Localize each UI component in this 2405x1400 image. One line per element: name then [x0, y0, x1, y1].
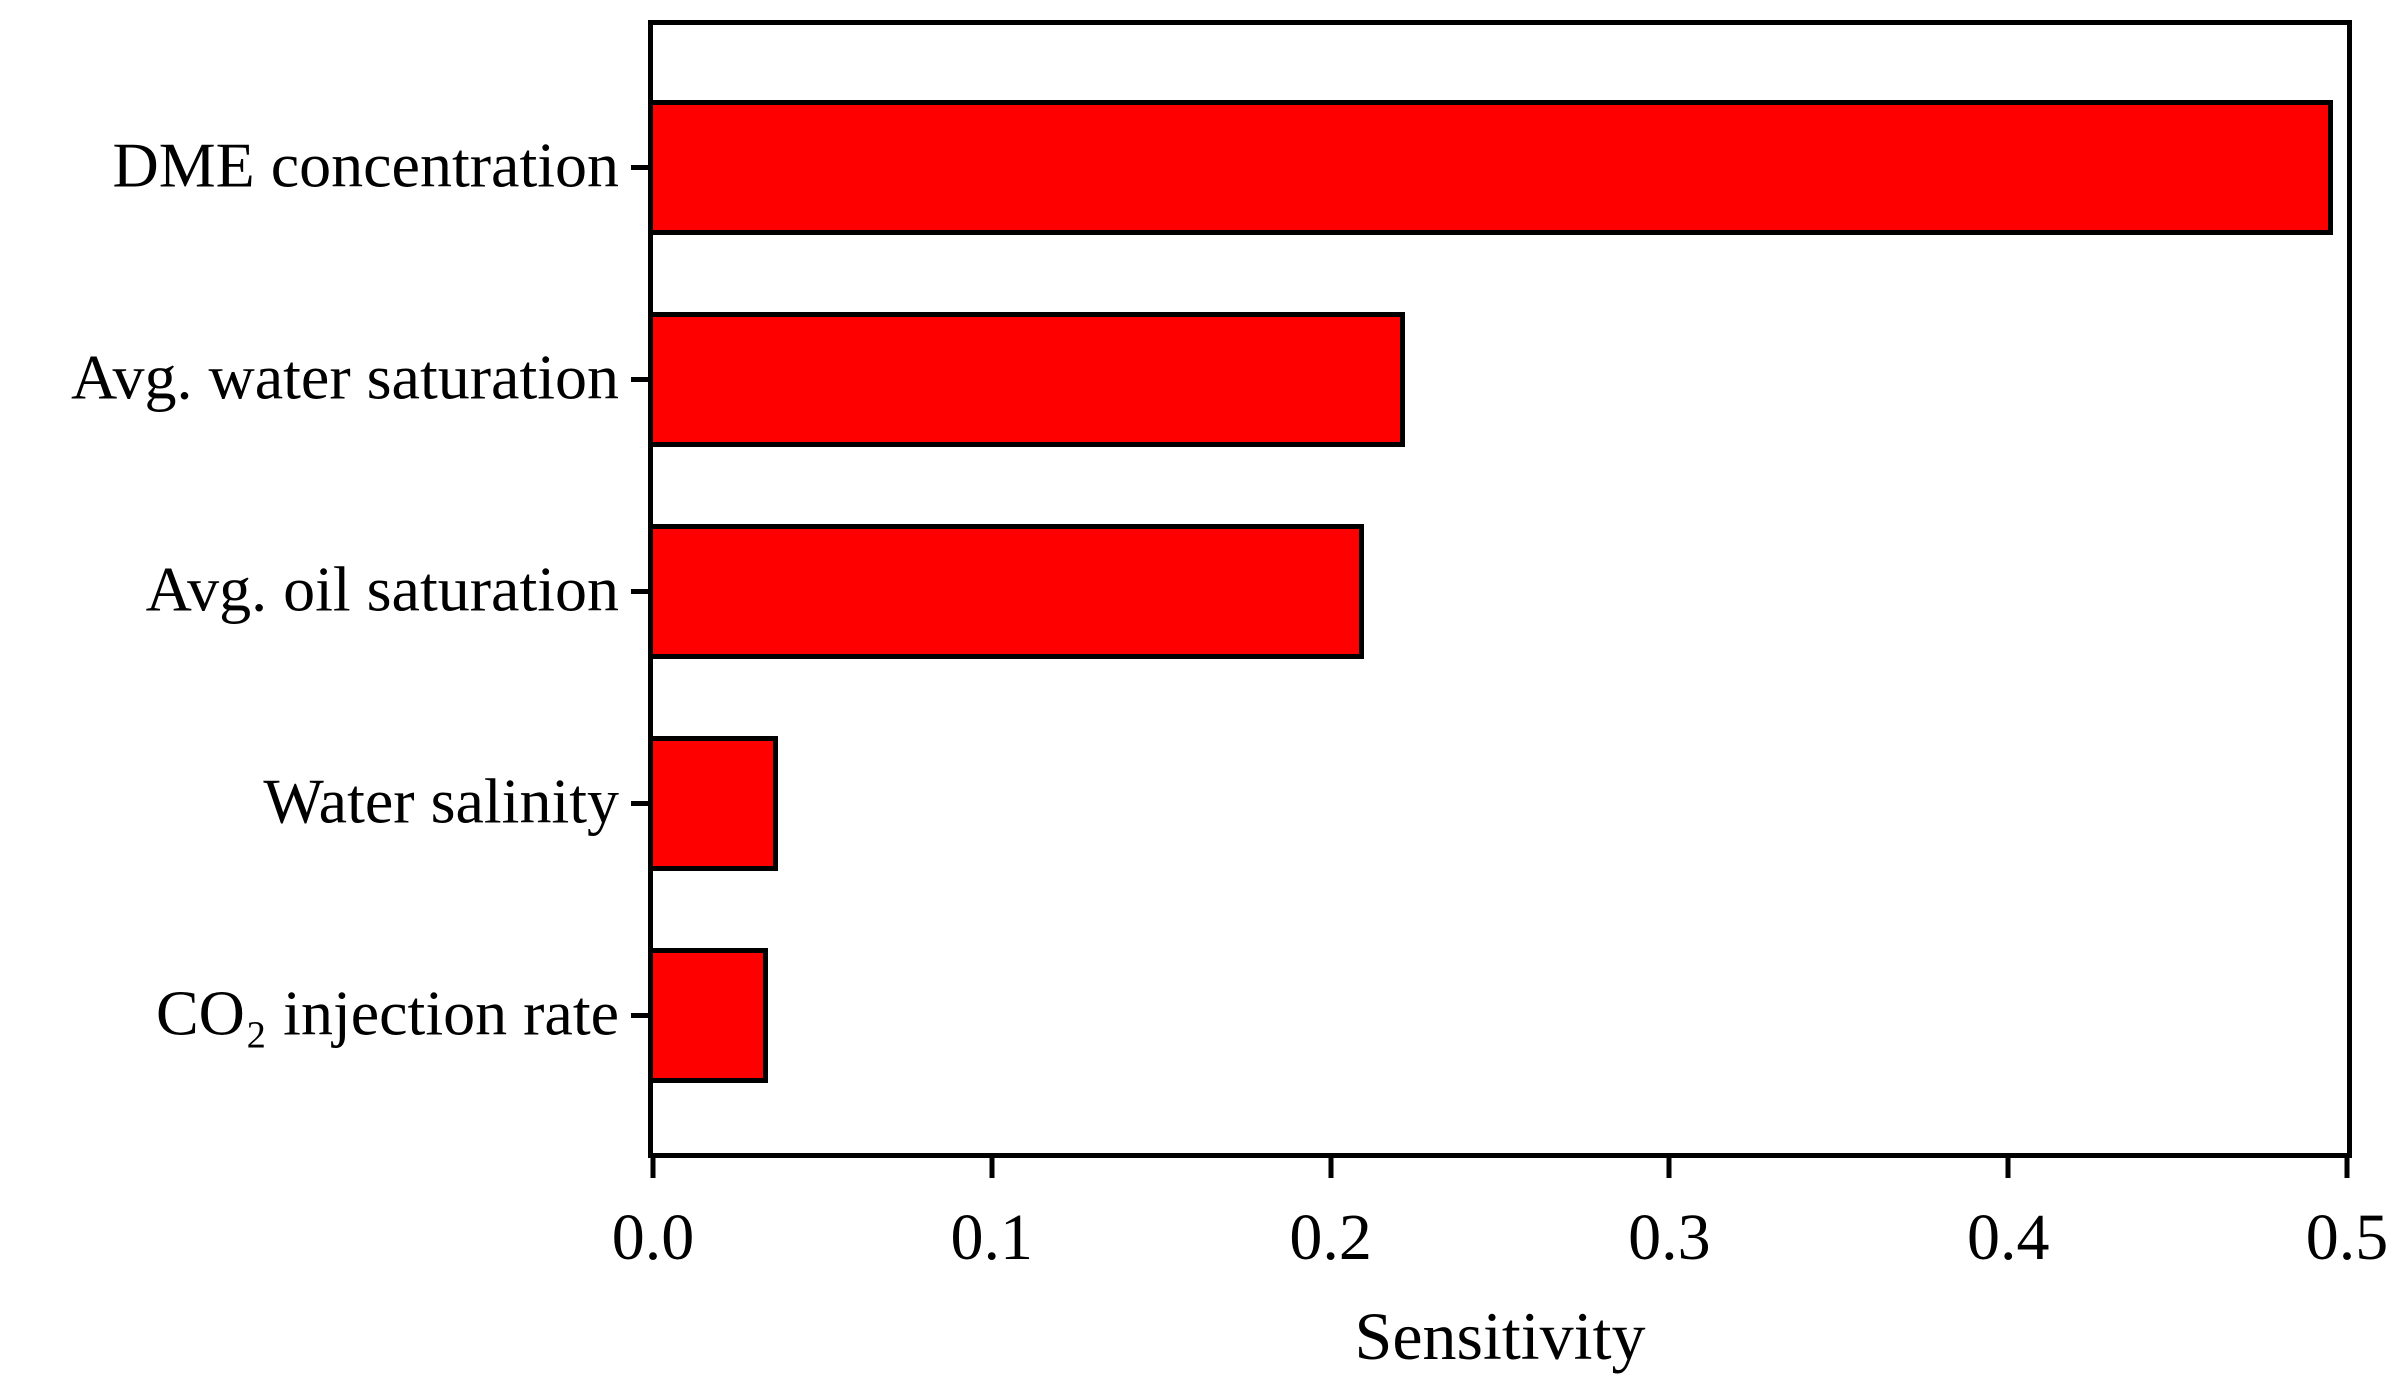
bar	[648, 311, 1406, 447]
y-tick	[631, 800, 648, 806]
x-tick-label: 0.2	[1289, 1201, 1372, 1274]
y-axis-category-label: Avg. water saturation	[71, 341, 619, 413]
plot-area: DME concentration Avg. water saturation Av…	[71, 20, 2388, 1271]
x-tick	[2344, 1158, 2350, 1178]
y-tick	[631, 1012, 648, 1018]
y-tick	[631, 588, 648, 594]
x-tick-label: 0.4	[1966, 1201, 2050, 1274]
bar	[648, 735, 779, 871]
x-axis-title: Sensitivity	[1354, 1298, 1646, 1374]
y-tick	[631, 376, 648, 382]
bar	[648, 947, 769, 1083]
x-tick	[1666, 1158, 1672, 1178]
x-tick	[650, 1158, 656, 1178]
x-tick-label: 0.3	[1628, 1201, 1711, 1274]
x-tick	[989, 1158, 995, 1178]
bar	[648, 99, 2334, 235]
bar	[648, 523, 1365, 659]
x-tick	[2005, 1158, 2011, 1178]
y-tick	[631, 164, 648, 170]
y-axis-category-label: Water salinity	[263, 765, 619, 837]
y-axis-category-label: Avg. oil saturation	[145, 553, 619, 625]
x-tick-label: 0.0	[611, 1201, 695, 1274]
y-axis-category-label: DME concentration	[112, 129, 620, 201]
x-tick-label: 0.1	[950, 1201, 1034, 1274]
y-axis-category-label: CO₂ injection rate	[155, 977, 619, 1049]
x-tick-label: 0.5	[2305, 1201, 2389, 1274]
x-tick	[1328, 1158, 1334, 1178]
